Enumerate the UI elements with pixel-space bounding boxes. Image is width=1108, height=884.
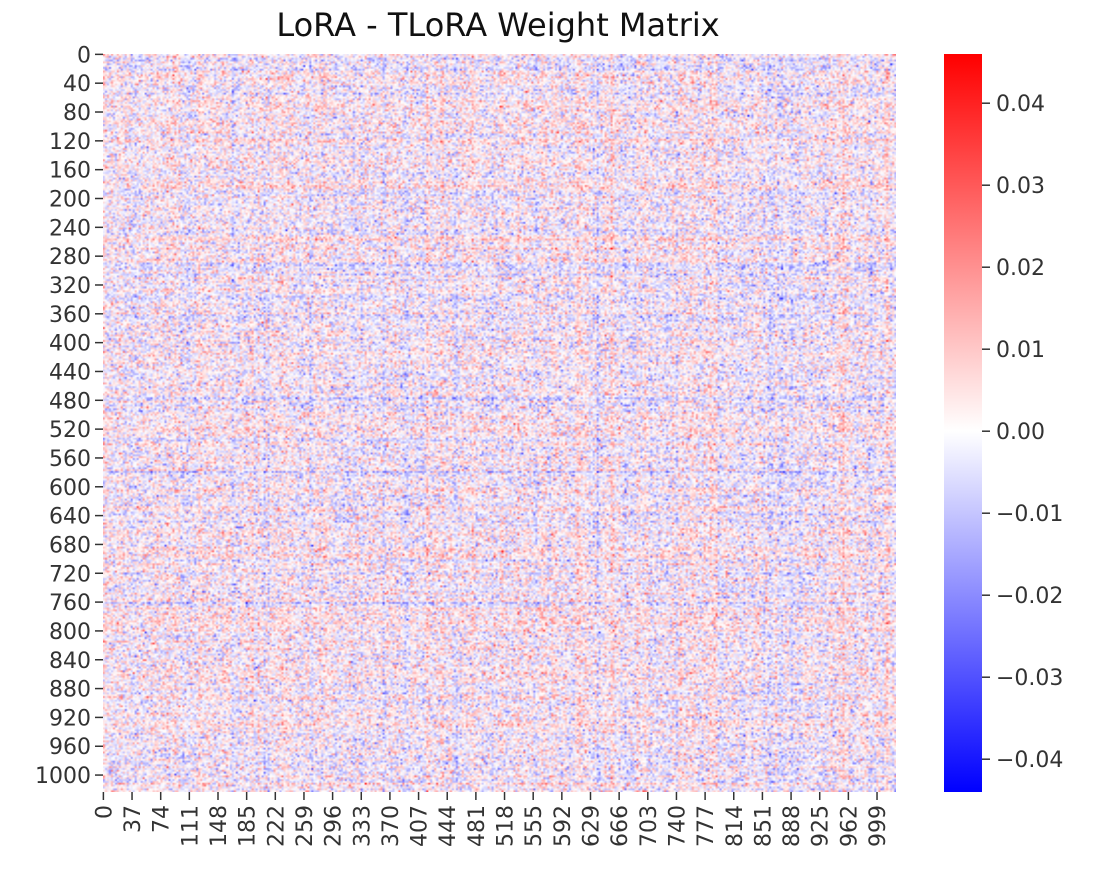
x-tick-label: 222 [264, 805, 289, 847]
x-tick-label: 925 [809, 805, 834, 847]
x-tick-label: 296 [322, 805, 347, 847]
heatmap-cells [103, 54, 896, 792]
colorbar-tick-label: −0.03 [996, 666, 1063, 691]
x-tick-label: 629 [579, 805, 604, 847]
x-tick-label: 481 [465, 805, 490, 847]
x-tick-label: 740 [665, 805, 690, 847]
chart-title: LoRA - TLoRA Weight Matrix [276, 6, 719, 44]
colorbar-tick-label: −0.01 [996, 502, 1063, 527]
y-tick-label: 80 [63, 101, 91, 126]
y-tick-label: 0 [77, 43, 91, 68]
colorbar-tick-label: 0.01 [996, 338, 1045, 363]
y-tick-label: 400 [49, 332, 91, 357]
colorbar-tick-label: 0.04 [996, 92, 1045, 117]
x-tick-label: 888 [780, 805, 805, 847]
y-tick-label: 160 [49, 159, 91, 184]
y-tick-label: 120 [49, 130, 91, 155]
x-tick-label: 777 [694, 805, 719, 847]
y-tick-label: 840 [49, 649, 91, 674]
x-tick-label: 814 [723, 805, 748, 847]
y-tick-label: 200 [49, 188, 91, 213]
y-tick-label: 640 [49, 505, 91, 530]
colorbar-tick-label: 0.00 [996, 420, 1045, 445]
x-tick-label: 407 [408, 805, 433, 847]
x-tick-label: 444 [436, 805, 461, 847]
x-tick-label: 555 [522, 805, 547, 847]
x-tick-label: 518 [494, 805, 519, 847]
colorbar-tick-label: −0.04 [996, 748, 1063, 773]
x-tick-label: 185 [236, 805, 261, 847]
x-tick-label: 259 [293, 805, 318, 847]
y-tick-label: 40 [63, 72, 91, 97]
colorbar-gradient [944, 54, 982, 792]
x-tick-label: 333 [350, 805, 375, 847]
y-axis: 0 40 80 120 160 200 240 280 320 360 400 440 480 520 56… [35, 43, 103, 789]
x-tick-label: 999 [866, 805, 891, 847]
y-tick-label: 280 [49, 245, 91, 270]
y-tick-label: 520 [49, 418, 91, 443]
y-tick-label: 1000 [35, 764, 91, 789]
colorbar-tick-label: 0.02 [996, 256, 1045, 281]
y-tick-label: 760 [49, 591, 91, 616]
x-tick-label: 111 [178, 805, 203, 847]
y-tick-label: 880 [49, 678, 91, 703]
heatmap-plot-area [103, 54, 896, 792]
x-tick-label: 74 [150, 805, 175, 833]
y-tick-label: 440 [49, 360, 91, 385]
x-tick-label: 592 [551, 805, 576, 847]
x-axis: 0 37 74 111 148 185 222 259 296 333 370 407 444 481 51… [92, 792, 891, 847]
y-tick-label: 360 [49, 303, 91, 328]
colorbar-tick-label: 0.03 [996, 174, 1045, 199]
colorbar-ticks: −0.04 −0.03 −0.02 −0.01 0.00 0.01 0.02 0.03 0.04 [982, 92, 1063, 773]
y-tick-label: 960 [49, 735, 91, 760]
colorbar: −0.04 −0.03 −0.02 −0.01 0.00 0.01 0.02 0.03 0.04 [944, 54, 1063, 792]
x-tick-label: 37 [121, 805, 146, 833]
x-tick-label: 962 [837, 805, 862, 847]
y-tick-label: 480 [49, 389, 91, 414]
colorbar-tick-label: −0.02 [996, 584, 1063, 609]
x-tick-label: 851 [751, 805, 776, 847]
x-tick-label: 703 [637, 805, 662, 847]
y-tick-label: 800 [49, 620, 91, 645]
x-tick-label: 148 [207, 805, 232, 847]
y-tick-label: 320 [49, 274, 91, 299]
y-tick-label: 560 [49, 447, 91, 472]
x-tick-label: 0 [92, 805, 117, 819]
y-tick-label: 920 [49, 706, 91, 731]
y-tick-label: 600 [49, 476, 91, 501]
x-tick-label: 370 [379, 805, 404, 847]
y-tick-label: 240 [49, 216, 91, 241]
y-tick-label: 680 [49, 533, 91, 558]
y-tick-label: 720 [49, 562, 91, 587]
x-tick-label: 666 [608, 805, 633, 847]
